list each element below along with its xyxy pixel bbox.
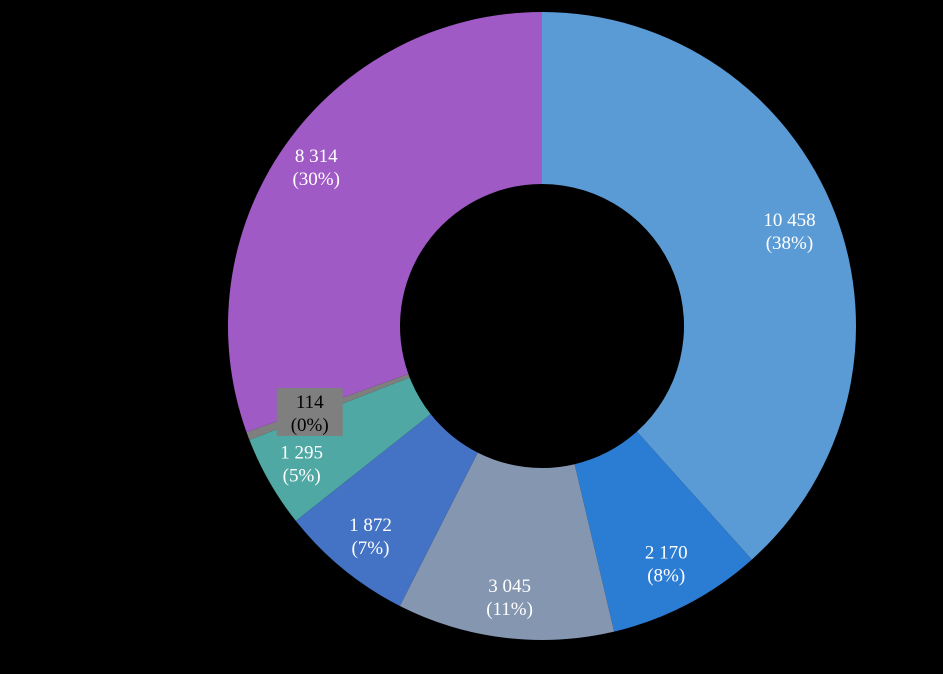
slice-value-label: 10 458 — [763, 210, 815, 231]
donut-slice — [249, 377, 431, 521]
slice-value-label: 2 170 — [645, 542, 688, 563]
slice-percent-label: (0%) — [291, 415, 329, 436]
donut-slice — [399, 452, 615, 641]
donut-labels: 10 458 (38%)2 170 (8%)3 045 (11%)1 872 (7%)1… — [276, 146, 816, 620]
donut-slice — [295, 414, 478, 606]
slice-percent-label: (38%) — [766, 233, 813, 254]
slice-label: 2 170 (8%) — [645, 542, 688, 586]
slice-label: 1 872 (7%) — [349, 515, 392, 559]
donut-slice — [574, 431, 752, 632]
slice-percent-label: (30%) — [292, 169, 339, 190]
slice-percent-label: (5%) — [283, 466, 321, 487]
donut-slice — [227, 12, 542, 433]
slice-value-label: 8 314 — [295, 146, 338, 167]
slice-value-label: 114 — [296, 392, 324, 413]
donut-slice — [542, 12, 857, 560]
slice-percent-label: (8%) — [647, 565, 685, 586]
slice-label: 1 295 (5%) — [280, 443, 323, 487]
slice-value-label: 1 295 — [280, 443, 323, 464]
slice-label: 10 458 (38%) — [763, 210, 815, 254]
slice-value-label: 1 872 — [349, 515, 392, 536]
slice-percent-label: (7%) — [351, 538, 389, 559]
slice-label: 8 314 (30%) — [292, 146, 339, 190]
slice-label-background — [276, 387, 343, 436]
slice-label: 114 (0%) — [291, 392, 329, 436]
slice-value-label: 3 045 — [488, 576, 531, 597]
donut-slices — [227, 12, 857, 641]
slice-percent-label: (11%) — [486, 599, 533, 620]
slice-label: 3 045 (11%) — [486, 576, 533, 620]
